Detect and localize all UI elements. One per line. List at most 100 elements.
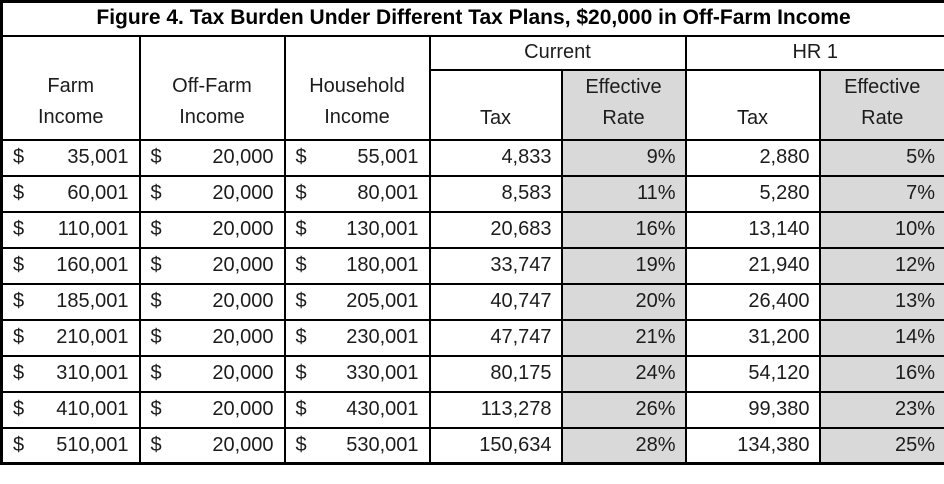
hr1-effective-rate-cell: 12% <box>818 246 944 285</box>
household-income-cell: $130,001 <box>283 210 431 249</box>
farm-income-cell: $60,001 <box>0 174 141 213</box>
household-income-cell: $80,001 <box>283 174 431 213</box>
off-farm-income-cell: $20,000 <box>138 390 286 429</box>
current-effective-rate-cell: 21% <box>560 318 687 357</box>
table-row: $60,001 $20,000 $80,001 8,583 11% 5,280 … <box>0 174 944 213</box>
col-header-farm-income: Farm Income <box>0 34 141 141</box>
table-row: $185,001 $20,000 $205,001 40,747 20% 26,… <box>0 282 944 321</box>
farm-income-cell: $210,001 <box>0 318 141 357</box>
household-income-value: 330,001 <box>346 362 419 384</box>
col-header-hr1-tax: Tax <box>684 68 821 141</box>
currency-symbol: $ <box>295 433 307 456</box>
household-income-value: 230,001 <box>346 326 419 348</box>
currency-symbol: $ <box>150 146 162 168</box>
col-group-current: Current <box>428 34 687 71</box>
hr1-effective-rate-cell: 13% <box>818 282 944 321</box>
hr1-tax-cell: 2,880 <box>684 138 821 177</box>
off-farm-income-value: 20,000 <box>212 218 274 240</box>
currency-symbol: $ <box>13 290 25 312</box>
farm-income-value: 35,001 <box>67 146 129 168</box>
current-effective-rate-cell: 24% <box>560 354 687 393</box>
current-tax-cell: 20,683 <box>428 210 563 249</box>
household-income-value: 55,001 <box>357 146 419 168</box>
currency-symbol: $ <box>150 218 162 240</box>
hr1-tax-cell: 134,380 <box>684 426 821 465</box>
hr1-tax-cell: 31,200 <box>684 318 821 357</box>
currency-symbol: $ <box>150 398 162 420</box>
farm-income-cell: $160,001 <box>0 246 141 285</box>
off-farm-income-cell: $20,000 <box>138 138 286 177</box>
table-row: $35,001 $20,000 $55,001 4,833 9% 2,880 5… <box>0 138 944 177</box>
currency-symbol: $ <box>13 398 25 420</box>
current-tax-cell: 4,833 <box>428 138 563 177</box>
off-farm-income-cell: $20,000 <box>138 210 286 249</box>
household-income-value: 180,001 <box>346 254 419 276</box>
hr1-effective-rate-cell: 14% <box>818 318 944 357</box>
hr1-effective-rate-cell: 25% <box>818 426 944 465</box>
current-effective-rate-cell: 19% <box>560 246 687 285</box>
farm-income-cell: $185,001 <box>0 282 141 321</box>
current-tax-cell: 47,747 <box>428 318 563 357</box>
off-farm-income-value: 20,000 <box>212 433 274 456</box>
currency-symbol: $ <box>13 182 25 204</box>
household-income-cell: $530,001 <box>283 426 431 465</box>
off-farm-income-value: 20,000 <box>212 182 274 204</box>
table-row: $110,001 $20,000 $130,001 20,683 16% 13,… <box>0 210 944 249</box>
currency-symbol: $ <box>295 182 307 204</box>
household-income-cell: $180,001 <box>283 246 431 285</box>
col-header-hr1-effective-rate: Effective Rate <box>818 68 944 141</box>
hr1-effective-rate-cell: 10% <box>818 210 944 249</box>
off-farm-income-cell: $20,000 <box>138 282 286 321</box>
farm-income-cell: $510,001 <box>0 426 141 465</box>
current-effective-rate-cell: 20% <box>560 282 687 321</box>
off-farm-income-value: 20,000 <box>212 326 274 348</box>
table-row: $160,001 $20,000 $180,001 33,747 19% 21,… <box>0 246 944 285</box>
household-income-value: 530,001 <box>346 433 419 456</box>
household-income-value: 205,001 <box>346 290 419 312</box>
farm-income-value: 160,001 <box>56 254 129 276</box>
hr1-tax-cell: 5,280 <box>684 174 821 213</box>
current-tax-cell: 33,747 <box>428 246 563 285</box>
current-tax-cell: 8,583 <box>428 174 563 213</box>
currency-symbol: $ <box>295 254 307 276</box>
farm-income-cell: $410,001 <box>0 390 141 429</box>
col-header-current-effective-rate: Effective Rate <box>560 68 687 141</box>
currency-symbol: $ <box>13 326 25 348</box>
off-farm-income-cell: $20,000 <box>138 246 286 285</box>
hr1-tax-cell: 21,940 <box>684 246 821 285</box>
off-farm-income-value: 20,000 <box>212 290 274 312</box>
farm-income-value: 510,001 <box>56 433 129 456</box>
col-group-hr1: HR 1 <box>684 34 944 71</box>
current-effective-rate-cell: 9% <box>560 138 687 177</box>
off-farm-income-cell: $20,000 <box>138 354 286 393</box>
household-income-cell: $430,001 <box>283 390 431 429</box>
table-row: $510,001 $20,000 $530,001 150,634 28% 13… <box>0 426 944 465</box>
household-income-value: 430,001 <box>346 398 419 420</box>
hr1-effective-rate-cell: 23% <box>818 390 944 429</box>
current-effective-rate-cell: 28% <box>560 426 687 465</box>
current-effective-rate-cell: 26% <box>560 390 687 429</box>
farm-income-value: 110,001 <box>57 218 129 240</box>
current-tax-cell: 40,747 <box>428 282 563 321</box>
table-row: $210,001 $20,000 $230,001 47,747 21% 31,… <box>0 318 944 357</box>
tax-burden-table: Figure 4. Tax Burden Under Different Tax… <box>0 0 944 465</box>
off-farm-income-value: 20,000 <box>212 254 274 276</box>
off-farm-income-value: 20,000 <box>212 362 274 384</box>
currency-symbol: $ <box>13 218 25 240</box>
off-farm-income-value: 20,000 <box>212 146 274 168</box>
table-title: Figure 4. Tax Burden Under Different Tax… <box>0 0 944 37</box>
household-income-cell: $205,001 <box>283 282 431 321</box>
currency-symbol: $ <box>295 290 307 312</box>
currency-symbol: $ <box>150 254 162 276</box>
off-farm-income-cell: $20,000 <box>138 174 286 213</box>
hr1-tax-cell: 54,120 <box>684 354 821 393</box>
currency-symbol: $ <box>13 146 25 168</box>
current-effective-rate-cell: 16% <box>560 210 687 249</box>
col-header-off-farm-income: Off-Farm Income <box>138 34 286 141</box>
farm-income-value: 410,001 <box>56 398 129 420</box>
currency-symbol: $ <box>295 362 307 384</box>
farm-income-value: 210,001 <box>56 326 129 348</box>
farm-income-value: 185,001 <box>56 290 129 312</box>
household-income-value: 80,001 <box>357 182 419 204</box>
